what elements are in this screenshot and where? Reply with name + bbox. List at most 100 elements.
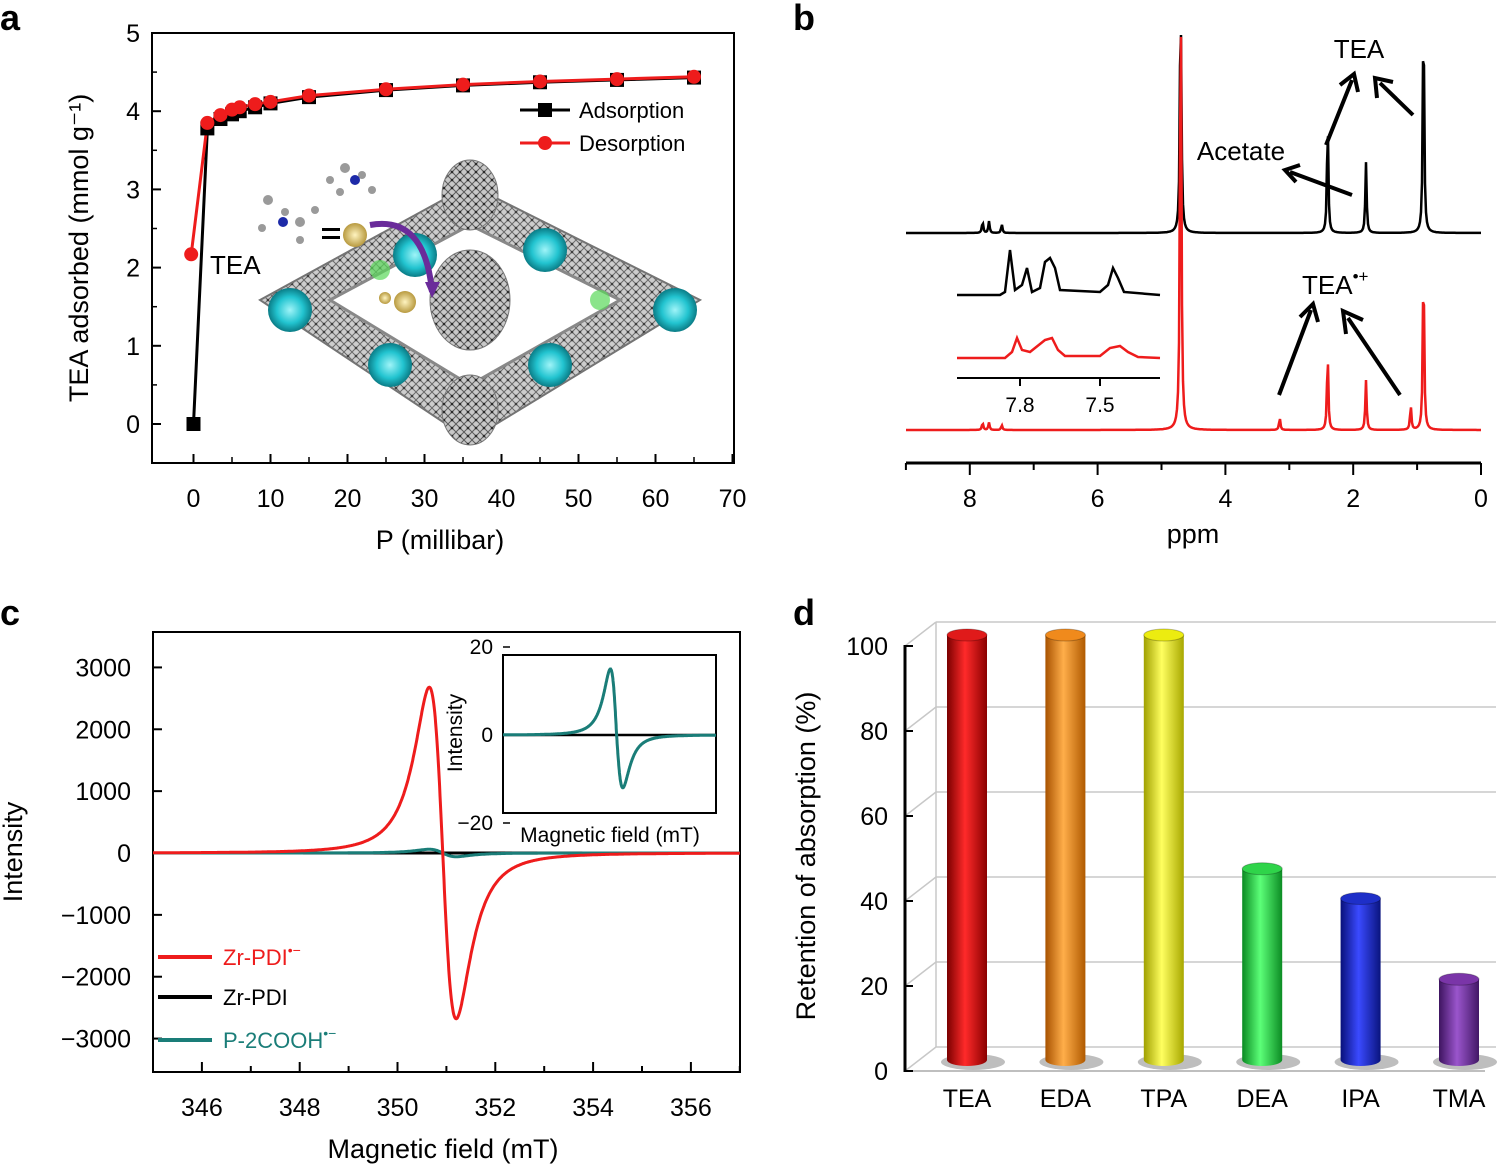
panel-c-label: c (0, 592, 20, 633)
desorption-point (379, 82, 393, 97)
legend-zr-pdi: Zr-PDI (223, 985, 288, 1010)
annotation-tea-radical: TEA•+ (1302, 267, 1369, 300)
desorption-point (263, 94, 278, 109)
inset-ytick-label: −20 (457, 812, 493, 835)
bar-top-eda (1044, 628, 1086, 642)
a-xtick-label: 0 (187, 485, 201, 513)
spectrum-tea (906, 34, 1481, 235)
bar-top-tma (1438, 972, 1480, 986)
mof-structure-illustration (258, 159, 703, 446)
inset-tick-7-8: 7.8 (1005, 394, 1034, 417)
c-ytick-label: −2000 (61, 964, 131, 992)
panel-b-xlabel: ppm (1167, 519, 1220, 549)
panel-a-label: a (0, 0, 21, 38)
panel-b-label: b (793, 0, 815, 38)
a-xtick-label: 10 (257, 485, 285, 513)
desorption-point (302, 88, 316, 103)
desorption-point (610, 72, 624, 87)
d-ytick-label: 20 (860, 973, 888, 1001)
bar-top-ipa (1340, 892, 1382, 905)
a-xtick-label: 70 (719, 485, 747, 513)
d-ytick-label: 100 (846, 633, 888, 661)
panel-c-inset: 20 0 −20 Magnetic field (mT) Intensity (444, 636, 717, 847)
annotation-tea: TEA (1334, 34, 1385, 64)
desorption-point (232, 100, 247, 115)
panel-d-label: d (793, 592, 815, 633)
desorption-point (687, 69, 701, 84)
b-xtick-label: 8 (963, 485, 977, 513)
inset-xlabel: Magnetic field (mT) (520, 824, 700, 847)
bar-tea (947, 635, 987, 1066)
bar-top-tea (946, 628, 988, 642)
panel-c-chart: 3000 2000 1000 0 −1000 −2000 −3000 346 348 350 35… (0, 631, 741, 1164)
bar-label-ipa: IPA (1341, 1085, 1380, 1113)
panel-c-legend: Zr-PDI•− Zr-PDI P-2COOH•− (158, 942, 336, 1053)
panel-a-ylabel: TEA adsorbed (mmol g⁻¹) (64, 94, 94, 402)
annotation-tea-radical-sup: •+ (1353, 267, 1369, 286)
panel-a-frame (151, 32, 735, 464)
adsorption-point (186, 417, 201, 431)
d-ytick-label: 0 (874, 1058, 888, 1086)
annotation-acetate: Acetate (1197, 136, 1285, 166)
inset-p-2cooh (503, 667, 716, 790)
legend-p-2cooh-radical: P-2COOH•− (223, 1025, 336, 1053)
inset-ytick-label: 20 (470, 636, 493, 659)
a-ytick-label: 3 (126, 176, 140, 204)
desorption-point (213, 108, 228, 123)
bar-tma (1439, 979, 1479, 1066)
b-xtick-label: 2 (1346, 485, 1360, 513)
panel-a-tea-annotation: TEA (210, 250, 261, 280)
c-ytick-label: −1000 (61, 902, 131, 930)
a-ytick-label: 0 (126, 411, 140, 439)
panel-a-chart: 0 1 2 3 4 5 0 10 20 30 40 50 60 70 P (millibar) TEA … (64, 20, 746, 555)
bar-label-tea: TEA (943, 1085, 992, 1113)
c-ytick-label: 2000 (75, 716, 131, 744)
c-xtick-label: 352 (474, 1094, 516, 1122)
a-xtick-label: 40 (488, 485, 516, 513)
a-ytick-label: 5 (126, 20, 140, 48)
c-ytick-label: −3000 (61, 1026, 131, 1054)
b-xtick-label: 4 (1218, 485, 1232, 513)
d-ytick-label: 40 (860, 888, 888, 916)
d-ytick-label: 60 (860, 803, 888, 831)
panel-d-grid (904, 621, 1496, 1072)
desorption-point (533, 74, 547, 89)
panel-a-legend: Adsorption Desorption (520, 98, 685, 156)
b-xtick-label: 6 (1091, 485, 1105, 513)
bar-label-eda: EDA (1040, 1085, 1092, 1113)
b-xtick-label: 0 (1474, 485, 1488, 513)
c-xtick-label: 356 (670, 1094, 712, 1122)
a-xtick-label: 60 (642, 485, 670, 513)
desorption-point (456, 77, 470, 92)
c-xtick-label: 354 (572, 1094, 614, 1122)
bar-label-tpa: TPA (1140, 1085, 1187, 1113)
bar-ipa (1340, 898, 1381, 1066)
inset-ytick-label: 0 (481, 724, 493, 747)
bar-label-dea: DEA (1236, 1085, 1288, 1113)
panel-d-chart: 0 20 40 60 80 100 TEA EDA TPA DEA IPA TMA Retentio… (791, 621, 1497, 1113)
inset-ylabel: Intensity (444, 693, 467, 772)
c-xtick-label: 350 (377, 1094, 419, 1122)
panel-d-ylabel: Retention of absorption (%) (791, 692, 821, 1021)
spectrum-tea-radical (906, 36, 1481, 432)
c-ytick-label: 3000 (75, 654, 131, 682)
inset-tick-7-5: 7.5 (1085, 394, 1114, 417)
d-ytick-label: 80 (860, 718, 888, 746)
legend-adsorption: Adsorption (579, 98, 684, 123)
bar-label-tma: TMA (1433, 1085, 1486, 1113)
annotation-arrows (1277, 70, 1415, 397)
desorption-point (200, 115, 215, 130)
bar-dea (1242, 868, 1283, 1066)
a-xtick-label: 30 (411, 485, 439, 513)
a-ytick-label: 4 (126, 98, 140, 126)
bar-eda (1045, 635, 1086, 1066)
panel-b-inset: 7.8 7.5 (950, 240, 1175, 417)
c-xtick-label: 346 (181, 1094, 223, 1122)
legend-desorption: Desorption (579, 131, 685, 156)
panel-a-xlabel: P (millibar) (376, 525, 505, 555)
a-ytick-label: 2 (126, 255, 140, 283)
a-ytick-label: 1 (126, 333, 140, 361)
panel-c-xlabel: Magnetic field (mT) (327, 1134, 558, 1164)
a-xtick-label: 50 (565, 485, 593, 513)
